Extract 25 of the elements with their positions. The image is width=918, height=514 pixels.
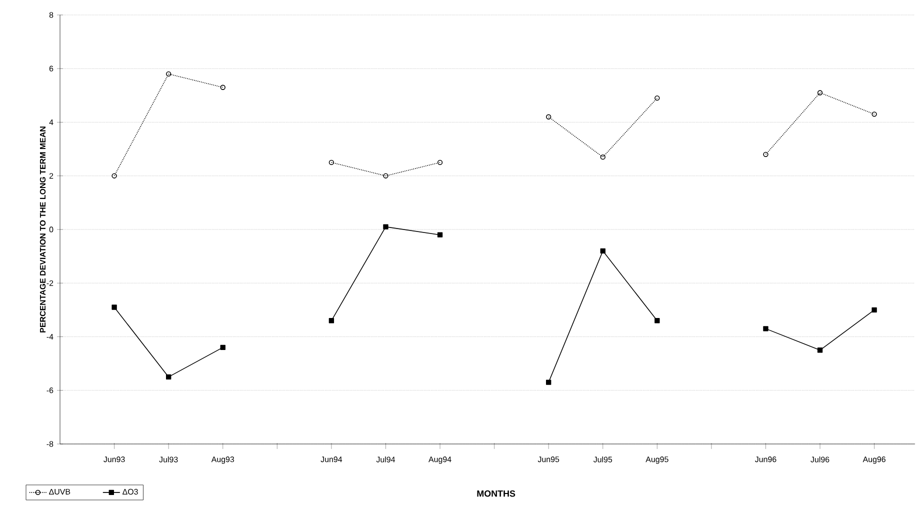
- point: [383, 173, 388, 178]
- x-axis-title: MONTHS: [477, 490, 516, 497]
- point: [600, 248, 606, 254]
- point: [872, 112, 877, 117]
- point: [328, 318, 334, 324]
- point: [437, 160, 443, 166]
- point: [654, 96, 660, 101]
- point: [817, 90, 823, 96]
- point: [763, 326, 768, 332]
- point: [437, 232, 443, 238]
- point: [166, 71, 172, 77]
- point: [763, 152, 768, 157]
- point: [220, 84, 226, 90]
- point: [546, 380, 552, 385]
- point: [383, 224, 388, 230]
- point: [112, 304, 117, 310]
- point: [328, 160, 334, 166]
- point: [220, 344, 226, 350]
- point: [600, 154, 606, 160]
- point: [817, 348, 823, 353]
- point: [654, 318, 660, 324]
- point: [166, 374, 172, 380]
- point: [872, 307, 877, 313]
- point: [112, 173, 117, 178]
- point: [546, 114, 552, 120]
